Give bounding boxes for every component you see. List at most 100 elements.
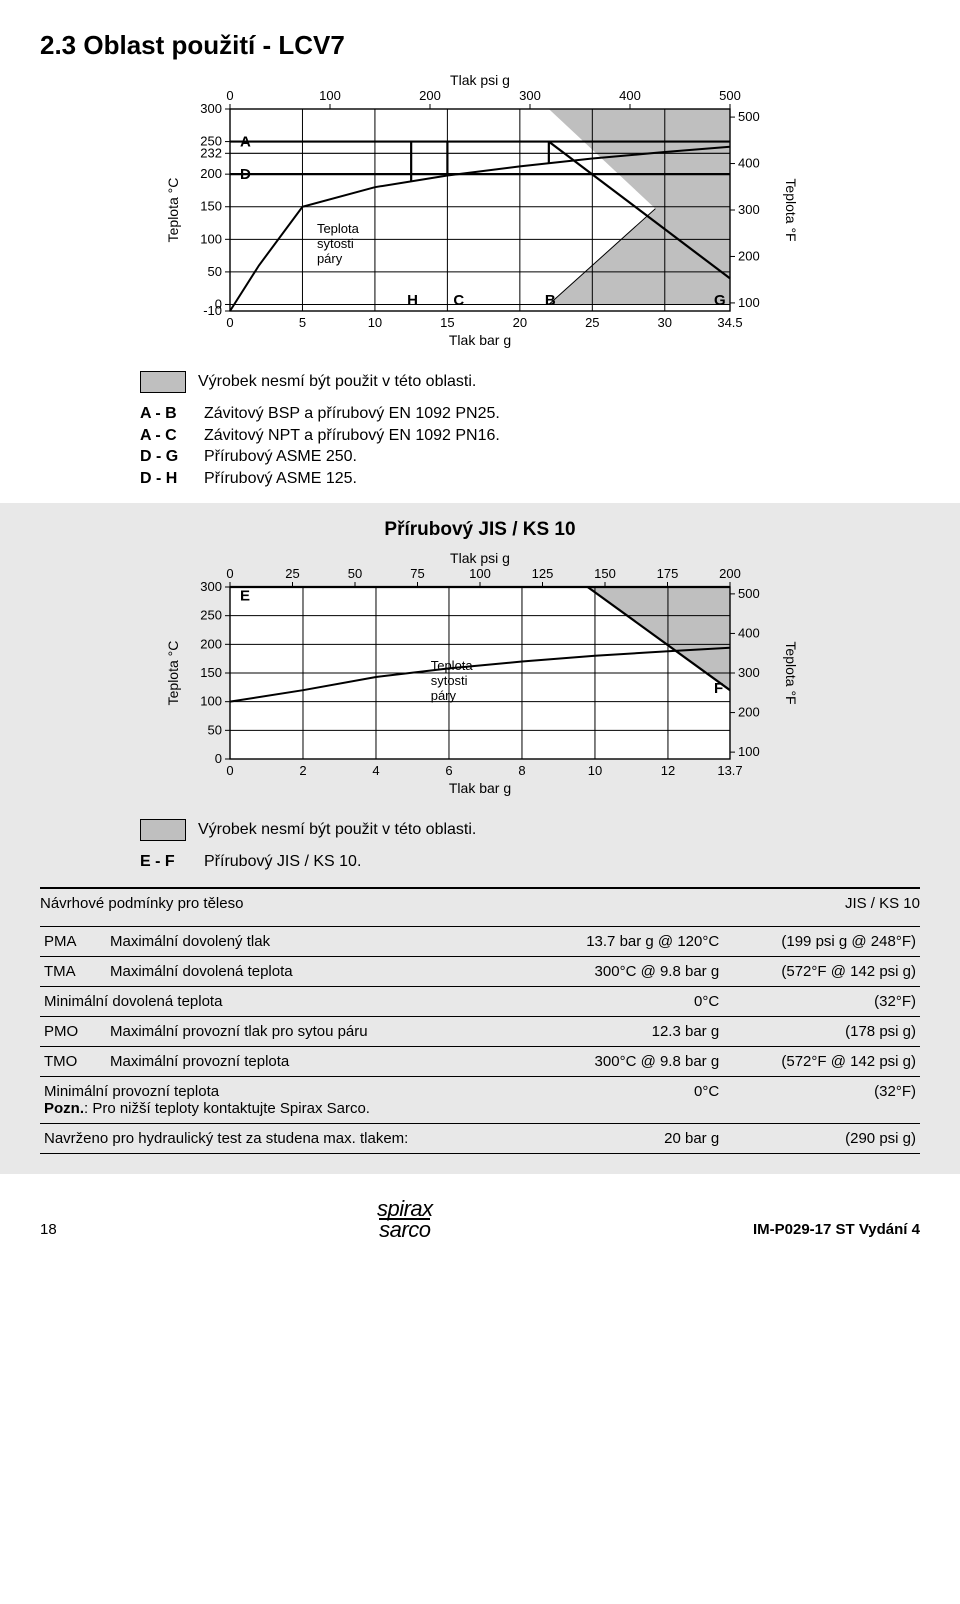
svg-text:páry: páry: [431, 689, 457, 704]
spec-label: Maximální provozní teplota: [106, 1046, 529, 1076]
legend1-text: Výrobek nesmí být použit v této oblasti.: [198, 373, 476, 391]
svg-text:150: 150: [594, 566, 616, 581]
svg-text:34.5: 34.5: [717, 315, 742, 330]
svg-text:200: 200: [738, 248, 760, 263]
svg-text:Tlak psi g: Tlak psi g: [450, 73, 510, 88]
spec-v2: (32°F): [723, 1076, 920, 1123]
svg-text:Teplota °C: Teplota °C: [165, 641, 181, 706]
key-text: Přírubový ASME 250.: [204, 446, 357, 468]
svg-text:100: 100: [738, 744, 760, 759]
svg-text:10: 10: [368, 315, 382, 330]
svg-text:400: 400: [619, 88, 641, 103]
legend1-text-span: Výrobek nesmí být použit v této oblasti.: [198, 373, 476, 390]
svg-text:Teplota °F: Teplota °F: [783, 178, 799, 241]
svg-text:75: 75: [410, 566, 424, 581]
spec-v1: 20 bar g: [529, 1123, 724, 1153]
svg-text:G: G: [714, 292, 726, 309]
spec-v1: 0°C: [529, 1076, 724, 1123]
svg-text:C: C: [453, 292, 464, 309]
design-cond-value: JIS / KS 10: [845, 895, 920, 912]
spec-row: TMOMaximální provozní teplota300°C @ 9.8…: [40, 1046, 920, 1076]
svg-text:200: 200: [419, 88, 441, 103]
key-row: D - HPřírubový ASME 125.: [140, 468, 920, 490]
gray-panel: Přírubový JIS / KS 10 02468101213.702550…: [0, 503, 960, 1174]
svg-text:0: 0: [226, 763, 233, 778]
svg-text:200: 200: [719, 566, 741, 581]
svg-text:100: 100: [200, 694, 222, 709]
key-text: Závitový BSP a přírubový EN 1092 PN25.: [204, 403, 500, 425]
svg-text:100: 100: [200, 231, 222, 246]
keys1: A - B Závitový BSP a přírubový EN 1092 PN…: [140, 403, 920, 489]
svg-text:25: 25: [285, 566, 299, 581]
svg-text:150: 150: [200, 665, 222, 680]
page-number: 18: [40, 1221, 57, 1238]
svg-text:13.7: 13.7: [717, 763, 742, 778]
svg-text:150: 150: [200, 199, 222, 214]
section-title: 2.3 Oblast použití - LCV7: [40, 30, 920, 61]
spec-label: Maximální dovolená teplota: [106, 956, 529, 986]
svg-text:sytosti: sytosti: [317, 236, 354, 251]
footer: 18 spirax sarco IM-P029-17 ST Vydání 4: [40, 1200, 920, 1238]
svg-text:50: 50: [208, 723, 222, 738]
spec-v2: (178 psi g): [723, 1016, 920, 1046]
panel-title: Přírubový JIS / KS 10: [40, 519, 920, 541]
key-code: D - G: [140, 446, 186, 468]
svg-text:500: 500: [738, 586, 760, 601]
svg-text:páry: páry: [317, 251, 343, 266]
key-text: Závitový NPT a přírubový EN 1092 PN16.: [204, 425, 500, 447]
svg-text:100: 100: [319, 88, 341, 103]
doc-id: IM-P029-17 ST Vydání 4: [753, 1221, 920, 1238]
spec-label: Minimální dovolená teplota: [40, 986, 529, 1016]
specs-table: PMAMaximální dovolený tlak13.7 bar g @ 1…: [40, 926, 920, 1154]
svg-text:0: 0: [226, 315, 233, 330]
spec-label: Maximální dovolený tlak: [106, 926, 529, 956]
svg-text:175: 175: [657, 566, 679, 581]
spec-label: Maximální provozní tlak pro sytou páru: [106, 1016, 529, 1046]
spec-v1: 12.3 bar g: [529, 1016, 724, 1046]
legend2-text-span: Výrobek nesmí být použit v této oblasti.: [198, 821, 476, 838]
legend2: Výrobek nesmí být použit v této oblasti.: [140, 819, 920, 841]
svg-text:E: E: [240, 588, 250, 605]
keys2: E - FPřírubový JIS / KS 10.: [140, 851, 920, 873]
svg-text:400: 400: [738, 156, 760, 171]
svg-text:50: 50: [348, 566, 362, 581]
svg-text:0: 0: [226, 88, 233, 103]
svg-text:6: 6: [445, 763, 452, 778]
key-row: E - FPřírubový JIS / KS 10.: [140, 851, 920, 873]
spec-code: PMO: [40, 1016, 106, 1046]
svg-text:0: 0: [226, 566, 233, 581]
svg-text:300: 300: [738, 202, 760, 217]
key-row: A - B Závitový BSP a přírubový EN 1092 PN…: [140, 403, 920, 425]
key-code: A - C: [140, 425, 186, 447]
svg-text:100: 100: [469, 566, 491, 581]
key-row: A - C Závitový NPT a přírubový EN 1092 PN…: [140, 425, 920, 447]
key-code: A - B: [140, 403, 186, 425]
svg-text:125: 125: [532, 566, 554, 581]
svg-text:Teplota: Teplota: [431, 659, 474, 674]
svg-text:Teplota: Teplota: [317, 221, 360, 236]
svg-text:250: 250: [200, 608, 222, 623]
svg-text:4: 4: [372, 763, 379, 778]
spec-row: PMOMaximální provozní tlak pro sytou pár…: [40, 1016, 920, 1046]
spec-v1: 300°C @ 9.8 bar g: [529, 1046, 724, 1076]
svg-text:Tlak psi g: Tlak psi g: [450, 551, 510, 566]
svg-text:300: 300: [200, 101, 222, 116]
svg-text:5: 5: [299, 315, 306, 330]
logo-bottom: sarco: [379, 1218, 430, 1239]
spec-row: Navrženo pro hydraulický test za studena…: [40, 1123, 920, 1153]
svg-text:400: 400: [738, 626, 760, 641]
spec-v2: (572°F @ 142 psi g): [723, 1046, 920, 1076]
svg-text:300: 300: [200, 579, 222, 594]
svg-text:Teplota °C: Teplota °C: [165, 178, 181, 243]
svg-text:F: F: [714, 680, 723, 697]
key-text: Přírubový JIS / KS 10.: [204, 851, 361, 873]
svg-text:0: 0: [215, 751, 222, 766]
spec-row: Minimální provozní teplotaPozn.: Pro niž…: [40, 1076, 920, 1123]
svg-text:25: 25: [585, 315, 599, 330]
svg-text:Tlak bar g: Tlak bar g: [449, 332, 511, 348]
logo: spirax sarco: [377, 1200, 433, 1238]
chart2-svg: 02468101213.7025507510012515017520005010…: [160, 551, 800, 801]
svg-text:B: B: [545, 292, 556, 309]
svg-text:2: 2: [299, 763, 306, 778]
design-conditions: Návrhové podmínky pro těleso JIS / KS 10: [40, 887, 920, 912]
